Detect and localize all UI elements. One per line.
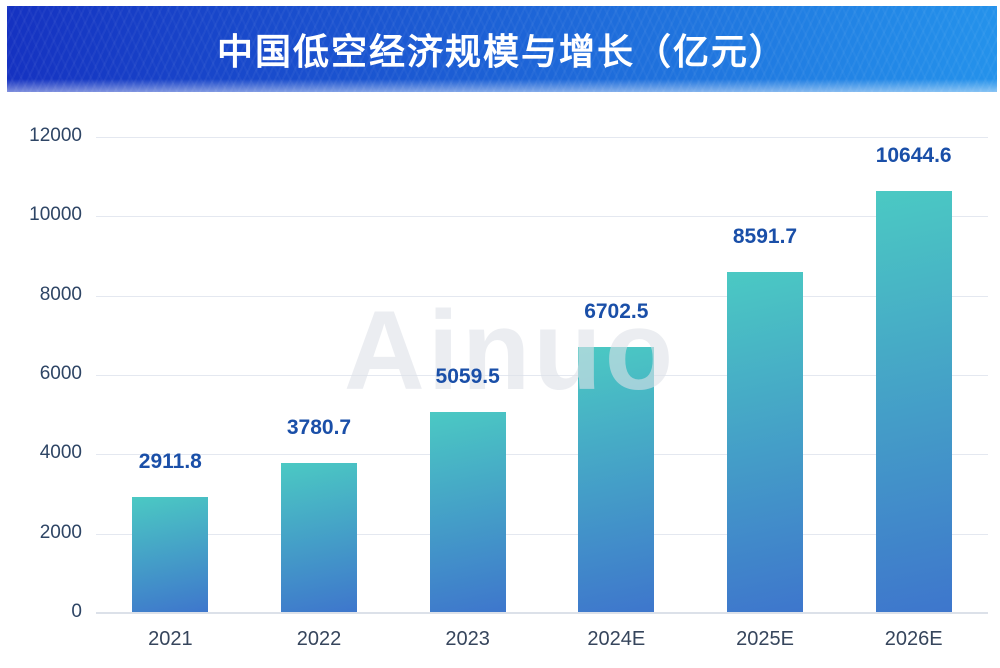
x-tick-label: 2021 xyxy=(148,628,193,650)
gridline xyxy=(96,533,988,535)
chart-title: 中国低空经济规模与增长（亿元） xyxy=(216,31,787,72)
gridline xyxy=(96,454,988,456)
x-axis-line xyxy=(96,612,988,614)
header-banner: 中国低空经济规模与增长（亿元） xyxy=(7,6,997,92)
bar-value-label: 6702.5 xyxy=(584,300,649,324)
bar-value-label: 2911.8 xyxy=(138,450,202,474)
bar-value-label: 8591.7 xyxy=(732,225,798,249)
bar-2022 xyxy=(281,463,357,613)
y-tick-label: 6000 xyxy=(39,363,82,384)
y-tick-label: 10000 xyxy=(29,204,82,226)
gridline xyxy=(96,375,988,376)
gridline xyxy=(96,216,988,218)
x-tick-label: 2025E xyxy=(736,628,794,650)
y-tick-label: 8000 xyxy=(39,283,82,305)
x-tick-label: 2024E xyxy=(587,628,646,650)
y-tick-label: 2000 xyxy=(39,521,82,543)
bar-value-label: 3780.7 xyxy=(286,416,352,440)
bar-2024E xyxy=(578,347,655,613)
x-tick-label: 2022 xyxy=(296,628,342,650)
banner-bottom-glow xyxy=(7,79,997,92)
banner-texture xyxy=(7,6,997,92)
y-tick-label: 4000 xyxy=(39,442,82,464)
bar-2026E xyxy=(875,190,952,613)
gridline xyxy=(96,295,988,297)
bar-value-label: 10644.6 xyxy=(875,143,952,167)
bar-2021 xyxy=(132,497,209,613)
bar-2025E xyxy=(727,272,803,613)
y-tick-label: 0 xyxy=(71,601,82,622)
bar-2023 xyxy=(429,412,506,613)
bar-value-label: 5059.5 xyxy=(435,365,500,389)
gridline xyxy=(96,137,988,138)
x-tick-label: 2026E xyxy=(884,628,943,650)
y-tick-label: 12000 xyxy=(29,125,82,146)
x-tick-label: 2023 xyxy=(445,628,490,650)
